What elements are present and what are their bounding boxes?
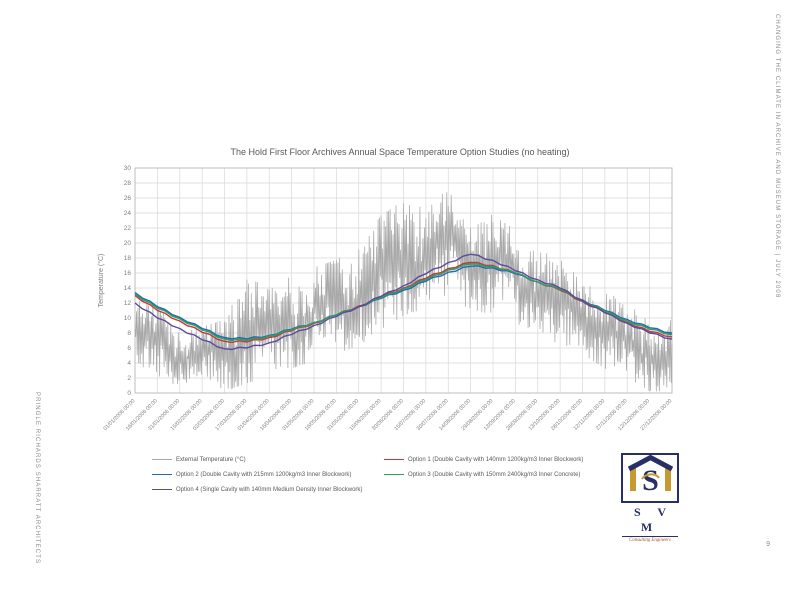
svg-text:12: 12 xyxy=(124,300,132,307)
page-number: 9 xyxy=(766,541,770,548)
svg-text:14: 14 xyxy=(124,285,132,292)
logo-gold-bar-left xyxy=(629,467,636,491)
legend-label: Option 2 (Double Cavity with 215mm 1200k… xyxy=(176,471,352,478)
logo-roof-icon xyxy=(627,454,673,472)
document-header-vertical-text: CHANGING THE CLIMATE IN ARCHIVE AND MUSE… xyxy=(774,14,780,299)
legend-label: Option 1 (Double Cavity with 140mm 1200k… xyxy=(408,456,584,463)
logo-gold-swirl xyxy=(640,473,660,480)
chart-legend: External Temperature (°C) Option 1 (Doub… xyxy=(152,452,630,497)
svg-text:26: 26 xyxy=(124,195,132,202)
svg-text:6: 6 xyxy=(127,345,131,352)
svg-text:16: 16 xyxy=(124,270,132,277)
legend-item-option-1: Option 1 (Double Cavity with 140mm 1200k… xyxy=(384,457,630,463)
svg-text:28: 28 xyxy=(124,180,132,187)
svg-text:8: 8 xyxy=(127,330,131,337)
legend-item-external-temperature: External Temperature (°C) xyxy=(152,457,384,463)
option-4-line-swatch xyxy=(152,489,172,490)
svg-text:24: 24 xyxy=(124,210,132,217)
legend-item-option-3: Option 3 (Double Cavity with 150mm 2400k… xyxy=(384,472,630,478)
svg-text:18: 18 xyxy=(124,255,132,262)
svg-text:0: 0 xyxy=(127,390,131,397)
architect-credit-vertical-text: PRINGLE RICHARDS SHARRATT ARCHITECTS xyxy=(34,392,40,565)
svm-logo-graphic: S xyxy=(627,454,673,497)
legend-label: Option 4 (Single Cavity with 140mm Mediu… xyxy=(176,486,363,493)
svg-text:4: 4 xyxy=(127,360,131,367)
option-1-line-swatch xyxy=(384,459,404,460)
chart-title: The Hold First Floor Archives Annual Spa… xyxy=(230,147,570,157)
svm-logo-tagline: Consulting Engineers xyxy=(629,538,671,543)
svg-text:30: 30 xyxy=(124,165,132,172)
legend-item-option-4: Option 4 (Single Cavity with 140mm Mediu… xyxy=(152,487,384,493)
svg-text:20: 20 xyxy=(124,240,132,247)
svm-logo: S S V M Consulting Engineers xyxy=(620,453,680,543)
svm-logo-emblem: S xyxy=(621,453,679,503)
svg-text:10: 10 xyxy=(124,315,132,322)
svg-text:Temperature (°C): Temperature (°C) xyxy=(97,254,105,308)
legend-label: Option 3 (Double Cavity with 150mm 2400k… xyxy=(408,471,581,478)
svg-text:2: 2 xyxy=(127,375,131,382)
logo-gold-bar-right xyxy=(664,467,671,491)
logo-divider xyxy=(622,536,678,537)
option-3-line-swatch xyxy=(384,474,404,475)
option-2-line-swatch xyxy=(152,474,172,475)
svg-text:22: 22 xyxy=(124,225,132,232)
legend-item-option-2: Option 2 (Double Cavity with 215mm 1200k… xyxy=(152,472,384,478)
svm-logo-letters: S V M xyxy=(633,505,674,534)
external-temperature-line-swatch xyxy=(152,459,172,460)
legend-label: External Temperature (°C) xyxy=(176,456,246,463)
logo-s-glyph: S xyxy=(642,464,659,496)
